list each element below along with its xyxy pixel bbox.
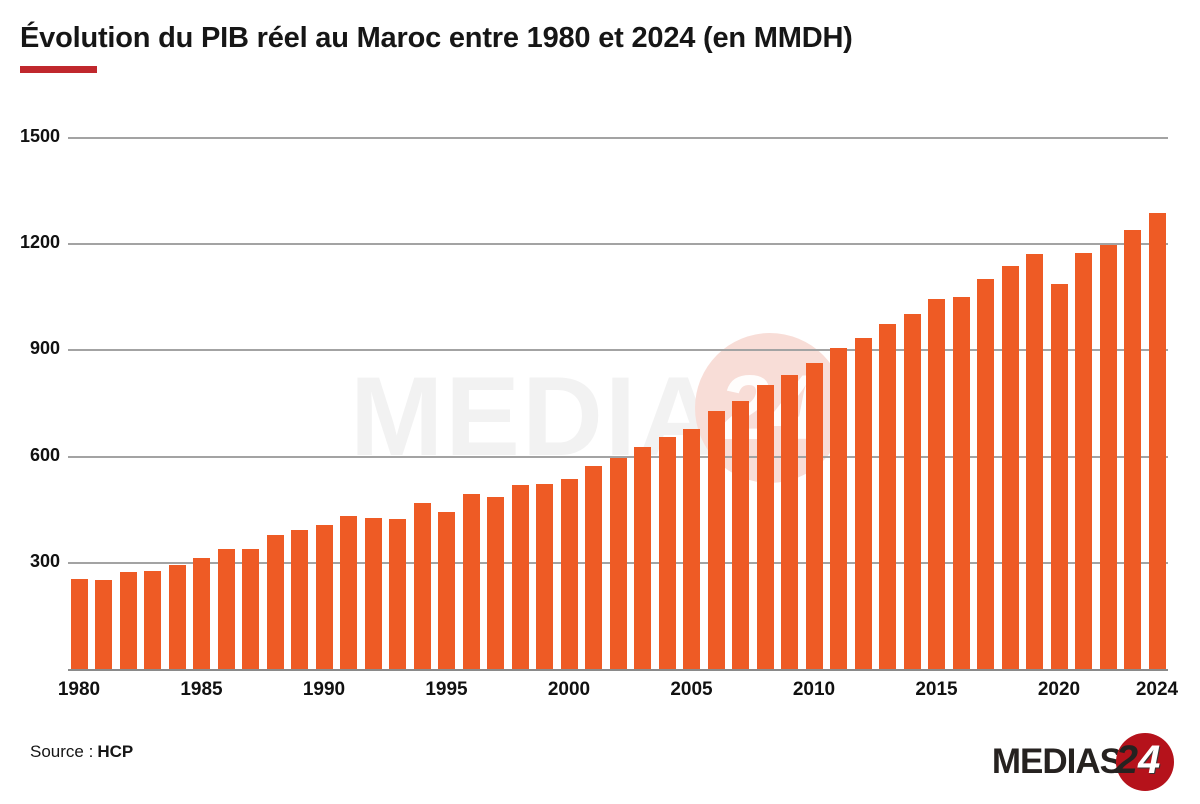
bar-1996 xyxy=(462,494,480,669)
bar-2004 xyxy=(658,436,676,669)
bar-2015 xyxy=(928,299,945,669)
bar-2007 xyxy=(732,400,749,669)
bar-2017 xyxy=(977,278,994,669)
bar-1985 xyxy=(193,558,210,669)
bar-2006 xyxy=(707,410,725,669)
gridline-1500 xyxy=(68,137,1168,139)
bar-2021 xyxy=(1075,252,1092,669)
bar-2019 xyxy=(1026,254,1043,669)
bar-2018 xyxy=(1001,265,1019,669)
bar-2024 xyxy=(1148,213,1166,669)
bar-1999 xyxy=(536,483,553,669)
bar-2010 xyxy=(805,363,823,669)
gridline-600 xyxy=(68,455,1168,458)
x-tick-1985: 1985 xyxy=(180,679,223,700)
bar-1982 xyxy=(119,572,137,669)
bar-2023 xyxy=(1124,229,1141,669)
bar-2022 xyxy=(1099,244,1117,669)
gridline-900 xyxy=(68,349,1168,352)
bar-1992 xyxy=(364,517,382,669)
medias24-logo-text: MEDIAS xyxy=(991,742,1123,781)
bar-1993 xyxy=(389,518,406,669)
bar-2013 xyxy=(879,324,896,669)
bar-1991 xyxy=(340,516,357,669)
bar-2000 xyxy=(560,479,578,669)
plot-area: MEDIAS 24 xyxy=(68,137,1168,671)
bar-1995 xyxy=(438,511,455,669)
x-tick-2024: 2024 xyxy=(1135,679,1179,700)
logo-digit-2: 2 xyxy=(1115,737,1138,782)
bar-2016 xyxy=(952,296,970,669)
x-tick-2020: 2020 xyxy=(1037,679,1081,700)
x-tick-1990: 1990 xyxy=(302,679,346,700)
bar-1994 xyxy=(413,503,431,669)
bar-1997 xyxy=(487,496,504,669)
chart-title: Évolution du PIB réel au Maroc entre 198… xyxy=(20,22,853,54)
bar-1990 xyxy=(315,524,333,669)
bar-2001 xyxy=(585,466,602,669)
bar-2002 xyxy=(609,458,627,669)
y-tick-300: 300 xyxy=(29,550,60,571)
bar-2014 xyxy=(903,314,921,669)
source-label: Source : xyxy=(30,742,94,761)
x-tick-1980: 1980 xyxy=(57,679,101,700)
logo-digit-4: 4 xyxy=(1138,737,1161,782)
bar-1983 xyxy=(144,570,161,669)
bar-2003 xyxy=(634,446,651,669)
bar-2009 xyxy=(781,374,798,669)
bar-2020 xyxy=(1050,284,1068,669)
title-underline-accent xyxy=(20,66,97,73)
bar-2011 xyxy=(830,348,847,669)
gridline-1200 xyxy=(68,243,1168,246)
bar-1998 xyxy=(511,484,529,669)
bar-2008 xyxy=(756,384,774,669)
source-note: Source : HCP xyxy=(30,742,133,762)
y-tick-1200: 1200 xyxy=(19,232,60,253)
bar-2012 xyxy=(854,338,872,669)
bar-1986 xyxy=(217,548,235,669)
y-tick-1500: 1500 xyxy=(19,126,60,146)
bar-2005 xyxy=(683,428,700,669)
x-tick-2000: 2000 xyxy=(547,679,591,700)
bar-1981 xyxy=(95,580,112,669)
source-value: HCP xyxy=(97,742,134,761)
x-tick-2015: 2015 xyxy=(915,679,958,700)
bar-1987 xyxy=(242,549,259,669)
x-tick-2005: 2005 xyxy=(670,679,713,700)
y-tick-900: 900 xyxy=(29,338,60,359)
x-tick-1995: 1995 xyxy=(425,679,468,700)
bar-1989 xyxy=(291,530,308,669)
x-tick-2010: 2010 xyxy=(792,679,836,700)
y-tick-600: 600 xyxy=(29,444,60,465)
bar-1988 xyxy=(266,534,284,669)
bar-1984 xyxy=(168,564,186,669)
bar-1980 xyxy=(70,578,88,669)
x-axis-line xyxy=(68,669,1168,671)
